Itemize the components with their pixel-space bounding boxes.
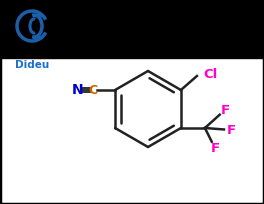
Text: N: N [71, 83, 83, 97]
Text: F: F [226, 123, 235, 136]
Text: Cl: Cl [203, 69, 217, 82]
Text: F: F [220, 103, 229, 116]
Bar [0, 0, 264, 58]
Text: Dideu: Dideu [15, 60, 49, 70]
Text: F: F [210, 142, 219, 154]
Text: C: C [88, 83, 98, 96]
